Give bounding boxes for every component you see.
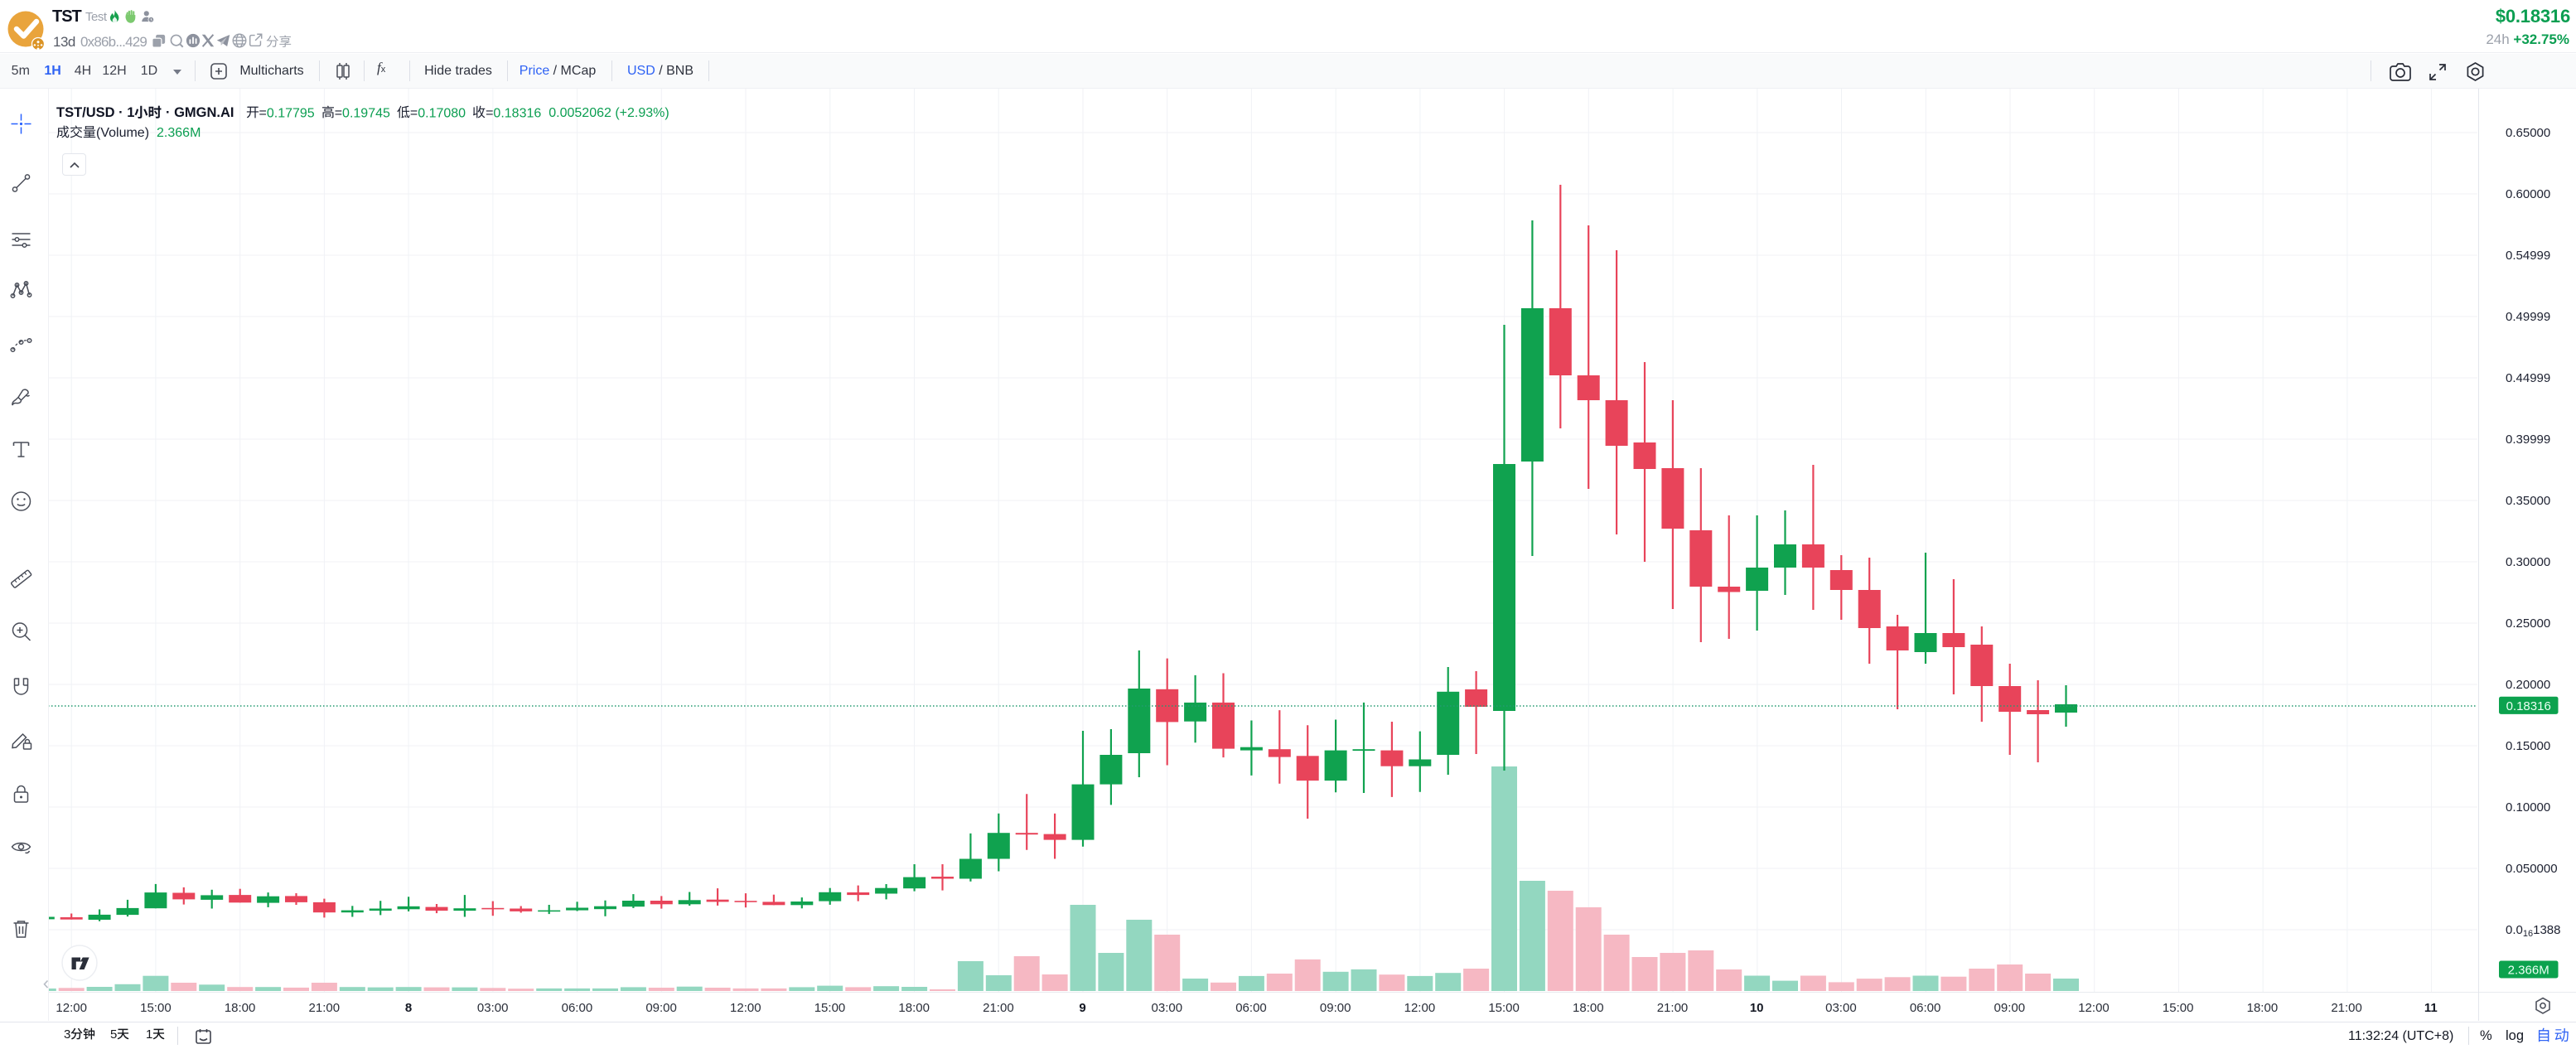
svg-text:0.18316: 0.18316 — [2506, 699, 2551, 713]
svg-text:15:00: 15:00 — [2163, 1001, 2194, 1015]
svg-text:10: 10 — [1750, 1001, 1764, 1015]
svg-text:21:00: 21:00 — [2331, 1001, 2362, 1015]
svg-text:0.39999: 0.39999 — [2506, 433, 2550, 447]
svg-text:12:00: 12:00 — [1404, 1001, 1436, 1015]
svg-text:0.44999: 0.44999 — [2506, 371, 2550, 385]
svg-text:06:00: 06:00 — [562, 1001, 593, 1015]
svg-text:0.49999: 0.49999 — [2506, 310, 2550, 324]
svg-text:0.65000: 0.65000 — [2506, 126, 2550, 140]
svg-text:12:00: 12:00 — [730, 1001, 761, 1015]
svg-text:21:00: 21:00 — [1657, 1001, 1689, 1015]
svg-text:12:00: 12:00 — [2078, 1001, 2110, 1015]
svg-text:06:00: 06:00 — [1910, 1001, 1941, 1015]
svg-text:18:00: 18:00 — [225, 1001, 256, 1015]
svg-text:15:00: 15:00 — [814, 1001, 846, 1015]
svg-text:0.60000: 0.60000 — [2506, 187, 2550, 201]
svg-text:09:00: 09:00 — [645, 1001, 677, 1015]
svg-text:03:00: 03:00 — [477, 1001, 509, 1015]
svg-text:12:00: 12:00 — [56, 1001, 87, 1015]
svg-text:06:00: 06:00 — [1235, 1001, 1267, 1015]
svg-text:15:00: 15:00 — [140, 1001, 172, 1015]
svg-text:0.35000: 0.35000 — [2506, 494, 2550, 508]
svg-text:0.050000: 0.050000 — [2506, 862, 2558, 876]
svg-text:09:00: 09:00 — [1994, 1001, 2026, 1015]
svg-text:18:00: 18:00 — [1573, 1001, 1604, 1015]
svg-text:0.0161388: 0.0161388 — [2506, 923, 2560, 939]
svg-text:8: 8 — [405, 1001, 412, 1015]
svg-text:21:00: 21:00 — [309, 1001, 341, 1015]
svg-text:18:00: 18:00 — [898, 1001, 930, 1015]
svg-text:0.15000: 0.15000 — [2506, 739, 2550, 753]
svg-text:15:00: 15:00 — [1488, 1001, 1520, 1015]
svg-text:0.25000: 0.25000 — [2506, 616, 2550, 631]
svg-text:2.366M: 2.366M — [2508, 964, 2549, 978]
svg-text:0.10000: 0.10000 — [2506, 800, 2550, 815]
svg-text:0.54999: 0.54999 — [2506, 249, 2550, 263]
svg-text:03:00: 03:00 — [1152, 1001, 1183, 1015]
svg-text:09:00: 09:00 — [1320, 1001, 1351, 1015]
svg-text:21:00: 21:00 — [983, 1001, 1014, 1015]
svg-text:0.30000: 0.30000 — [2506, 555, 2550, 569]
svg-text:03:00: 03:00 — [1825, 1001, 1857, 1015]
svg-text:9: 9 — [1079, 1001, 1085, 1015]
svg-text:11: 11 — [2424, 1001, 2438, 1015]
svg-text:0.20000: 0.20000 — [2506, 678, 2550, 692]
svg-text:18:00: 18:00 — [2247, 1001, 2279, 1015]
